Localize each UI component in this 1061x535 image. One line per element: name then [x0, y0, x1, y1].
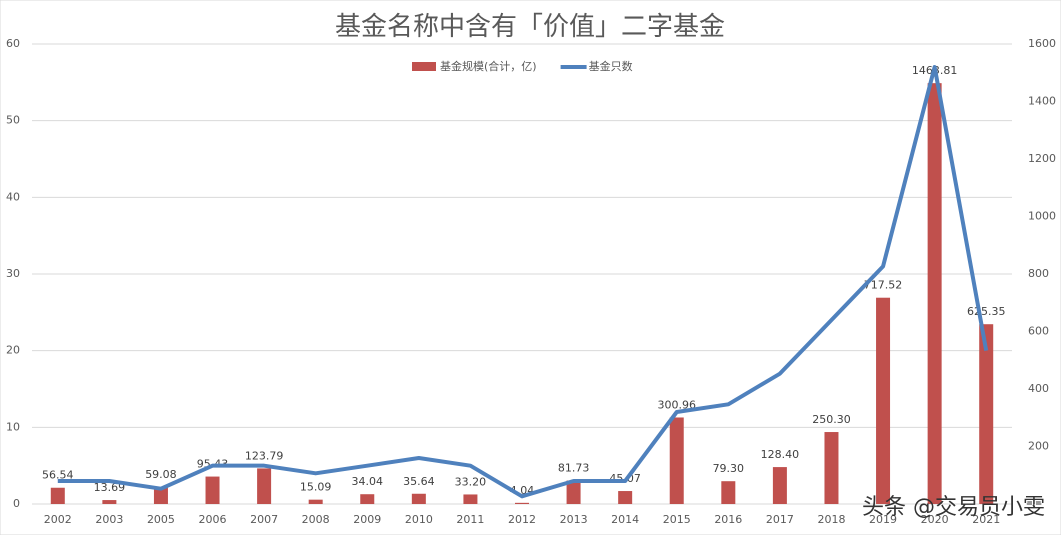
data-label: 15.09	[300, 481, 332, 494]
bar	[876, 297, 891, 504]
line	[57, 65, 989, 499]
bar	[153, 487, 168, 504]
x-tick-label: 2018	[817, 513, 845, 526]
bar	[824, 432, 839, 504]
x-tick-label: 2015	[663, 513, 691, 526]
data-label: 300.96	[657, 398, 696, 411]
x-tick-label: 2010	[405, 513, 433, 526]
y-tick-label: 30	[6, 267, 20, 280]
y2-tick-label: 1400	[1028, 95, 1056, 108]
x-tick-label: 2021	[972, 513, 1000, 526]
x-tick-label: 2005	[147, 513, 175, 526]
data-label: 123.79	[245, 449, 284, 462]
x-tick-label: 2011	[456, 513, 484, 526]
x-tick-label: 2017	[766, 513, 794, 526]
data-label: 35.64	[403, 475, 435, 488]
x-tick-label: 2013	[560, 513, 588, 526]
bar	[411, 493, 426, 504]
data-label: 625.35	[967, 305, 1006, 318]
y-tick-label: 50	[6, 114, 20, 127]
bar	[515, 502, 529, 504]
data-label: 81.73	[558, 462, 590, 475]
x-tick-label: 2006	[199, 513, 227, 526]
bar	[360, 494, 375, 504]
bar	[772, 467, 787, 504]
y2-tick-label: 600	[1028, 325, 1049, 338]
data-label: 34.04	[352, 475, 384, 488]
y-tick-label: 10	[6, 420, 20, 433]
bar	[205, 476, 220, 504]
data-label: 59.08	[145, 468, 177, 481]
y-tick-label: 40	[6, 190, 20, 203]
bar	[463, 494, 478, 504]
data-label: 56.54	[42, 469, 74, 482]
data-label: 128.40	[761, 448, 800, 461]
bar	[50, 487, 65, 504]
bar	[927, 83, 942, 504]
y2-tick-label: 1200	[1028, 152, 1056, 165]
y-tick-label: 20	[6, 344, 20, 357]
x-tick-label: 2014	[611, 513, 639, 526]
legend-swatch	[412, 62, 436, 71]
x-tick-label: 2009	[353, 513, 381, 526]
x-tick-label: 2012	[508, 513, 536, 526]
data-label: 79.30	[713, 462, 745, 475]
x-tick-label: 2008	[302, 513, 330, 526]
bar	[566, 480, 581, 504]
watermark: 头条 @交易员小雯	[862, 495, 1045, 520]
data-label: 33.20	[455, 475, 487, 488]
legend-label: 基金只数	[589, 59, 633, 73]
x-tick-label: 2003	[95, 513, 123, 526]
legend-label: 基金规模(合计，亿)	[440, 59, 537, 73]
y2-tick-label: 1000	[1028, 210, 1056, 223]
bar	[669, 417, 684, 504]
y-tick-label: 0	[13, 497, 20, 510]
bar	[721, 481, 736, 504]
chart-title: 基金名称中含有「价值」二字基金	[335, 12, 725, 42]
data-label: 717.52	[864, 279, 903, 292]
bar	[618, 491, 633, 504]
y2-tick-label: 1600	[1028, 37, 1056, 50]
x-tick-label: 2007	[250, 513, 278, 526]
y-tick-label: 60	[6, 37, 20, 50]
bar	[308, 499, 323, 504]
y2-tick-label: 400	[1028, 382, 1049, 395]
y2-tick-label: 200	[1028, 440, 1049, 453]
x-tick-label: 2016	[714, 513, 742, 526]
data-label: 250.30	[812, 413, 851, 426]
y2-tick-label: 800	[1028, 267, 1049, 280]
x-tick-label: 2020	[921, 513, 949, 526]
x-tick-label: 2019	[869, 513, 897, 526]
data-label: 13.69	[94, 481, 126, 494]
bar	[102, 500, 117, 504]
x-tick-label: 2002	[44, 513, 72, 526]
bar	[257, 468, 272, 504]
bar	[979, 324, 994, 504]
